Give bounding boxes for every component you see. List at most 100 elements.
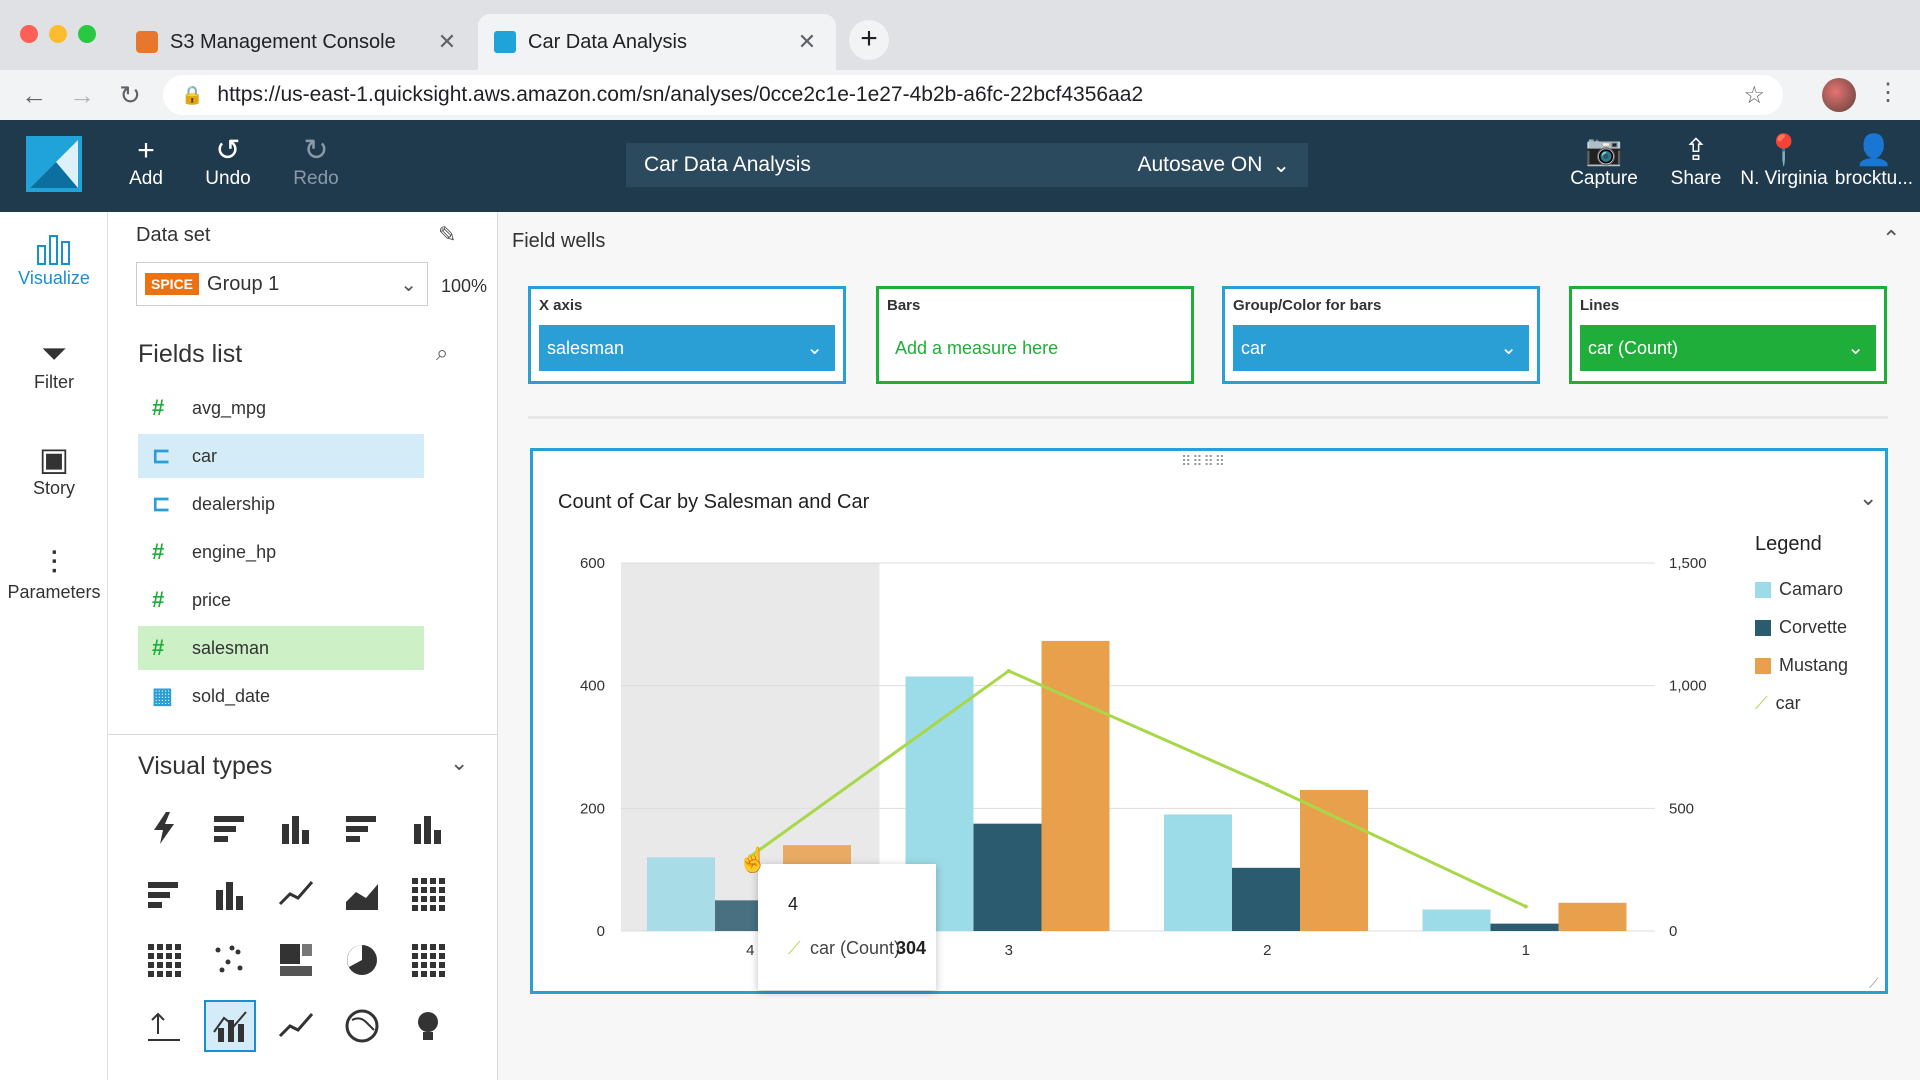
search-icon[interactable]: ⌕ [436, 340, 449, 365]
combo-chart[interactable]: 0 200 400 600 0 500 1,000 1,500 4 3 2 1 [533, 451, 1885, 991]
close-window-button[interactable] [20, 25, 38, 43]
combo-line-icon[interactable] [270, 1000, 322, 1052]
reload-icon[interactable]: ↻ [119, 80, 141, 110]
resize-handle[interactable]: ⟋ [1869, 975, 1879, 991]
geo-map-icon[interactable] [336, 1000, 388, 1052]
horizontal-bar-icon[interactable] [204, 802, 256, 854]
forward-icon[interactable]: → [69, 80, 95, 110]
visual-menu-icon[interactable]: ⌄ [1859, 485, 1878, 510]
y2-tick-label: 500 [1669, 800, 1694, 817]
pivot-table-glyph [412, 878, 445, 911]
address-bar[interactable]: 🔒 https://us-east-1.quicksight.aws.amazo… [163, 75, 1783, 115]
chevron-down-icon[interactable]: ⌄ [1272, 153, 1290, 177]
combo-chart-icon[interactable] [204, 1000, 256, 1052]
field-label: car [192, 445, 218, 466]
new-tab-button[interactable]: + [849, 20, 889, 60]
clustered-vertical-bar-icon[interactable] [402, 802, 454, 854]
undo-button[interactable]: ↺ Undo [200, 134, 256, 190]
legend-item-mustang[interactable]: Mustang [1755, 655, 1848, 676]
close-icon[interactable]: ✕ [797, 29, 817, 54]
autosave-toggle[interactable]: Autosave ON [1137, 153, 1263, 176]
field-price[interactable]: # price [138, 578, 424, 622]
geo-map-glyph [345, 1009, 379, 1043]
scatter-plot-glyph [215, 945, 243, 973]
close-icon[interactable]: ✕ [437, 29, 457, 54]
clustered-horizontal-bar-icon[interactable] [336, 802, 388, 854]
field-avg-mpg[interactable]: # avg_mpg [138, 386, 424, 430]
well-x-axis[interactable]: X axis salesman ⌄ [528, 286, 846, 384]
capture-button[interactable]: 📷 Capture [1566, 134, 1642, 190]
rail-parameters[interactable]: ⫶ Parameters [0, 544, 108, 603]
drag-handle[interactable]: ⠿⠿⠿⠿ [1181, 453, 1227, 469]
redo-button[interactable]: ↻ Redo [288, 134, 344, 190]
url-text: https://us-east-1.quicksight.aws.amazon.… [217, 83, 1144, 106]
group-field-pill[interactable]: car ⌄ [1233, 325, 1529, 371]
region-button[interactable]: 📍 N. Virginia [1740, 134, 1828, 190]
collapse-wells-icon[interactable]: ⌃ [1882, 226, 1901, 251]
well-label: Bars [887, 297, 921, 314]
chevron-down-icon[interactable]: ⌄ [806, 337, 823, 359]
kpi-icon[interactable] [138, 1000, 190, 1052]
dataset-select[interactable]: SPICE Group 1 ⌄ [136, 262, 428, 306]
back-icon[interactable]: ← [21, 80, 47, 110]
browser-menu-icon[interactable]: ⋮ [1876, 79, 1900, 106]
field-sold-date[interactable]: ▦ sold_date [138, 674, 424, 718]
lines-field-pill[interactable]: car (Count) ⌄ [1580, 325, 1876, 371]
line-chart-icon[interactable] [270, 868, 322, 920]
legend-item-camaro[interactable]: Camaro [1755, 579, 1843, 600]
tab-s3-console[interactable]: S3 Management Console ✕ [120, 14, 476, 70]
add-button[interactable]: + Add [118, 134, 174, 190]
bar-camaro-4 [647, 857, 715, 931]
capture-label: Capture [1570, 168, 1638, 189]
analysis-name-bar[interactable]: Car Data Analysis Autosave ON ⌄ [626, 143, 1308, 187]
area-chart-glyph [346, 884, 378, 910]
well-lines[interactable]: Lines car (Count) ⌄ [1569, 286, 1887, 384]
area-chart-icon[interactable] [336, 868, 388, 920]
legend-swatch [1755, 581, 1771, 598]
field-engine-hp[interactable]: # engine_hp [138, 530, 424, 574]
rail-filter[interactable]: ⏷ Filter [0, 334, 108, 393]
user-menu-button[interactable]: 👤 brocktu... [1832, 134, 1916, 190]
insight-icon[interactable] [402, 1000, 454, 1052]
share-button[interactable]: ⇪ Share [1664, 134, 1728, 190]
rail-story[interactable]: ▣ Story [0, 440, 108, 499]
collapse-icon[interactable]: ⌄ [450, 750, 469, 775]
well-bars[interactable]: Bars Add a measure here [876, 286, 1194, 384]
chevron-down-icon[interactable]: ⌄ [1847, 337, 1864, 359]
tree-map-icon[interactable] [270, 934, 322, 986]
x-tick-label: 2 [1263, 942, 1271, 959]
line-icon: ⟋ [788, 938, 801, 958]
bookmark-star-icon[interactable]: ☆ [1743, 81, 1765, 109]
quicksight-logo[interactable] [26, 136, 82, 192]
autograph-icon[interactable] [138, 802, 190, 854]
bar-corvette-2 [1232, 867, 1300, 931]
measure-icon: # [152, 539, 165, 564]
maximize-window-button[interactable] [78, 25, 96, 43]
visual-card[interactable]: ⠿⠿⠿⠿ Count of Car by Salesman and Car ⌄ … [530, 448, 1888, 994]
tab-car-data-analysis[interactable]: Car Data Analysis ✕ [478, 14, 836, 70]
undo-icon: ↺ [215, 134, 241, 167]
chevron-down-icon[interactable]: ⌄ [1500, 337, 1517, 359]
table-icon[interactable] [138, 934, 190, 986]
pivot-table-icon[interactable] [402, 868, 454, 920]
legend-item-corvette[interactable]: Corvette [1755, 617, 1847, 638]
pie-chart-icon[interactable] [336, 934, 388, 986]
well-group-color[interactable]: Group/Color for bars car ⌄ [1222, 286, 1540, 384]
vertical-bar-icon[interactable] [270, 802, 322, 854]
rail-visualize[interactable]: Visualize [0, 230, 108, 289]
profile-avatar[interactable] [1822, 78, 1856, 112]
stacked-horizontal-bar-icon[interactable] [138, 868, 190, 920]
chart-title[interactable]: Count of Car by Salesman and Car [558, 491, 870, 513]
scatter-plot-icon[interactable] [204, 934, 256, 986]
heat-map-icon[interactable] [402, 934, 454, 986]
field-car[interactable]: ⊏ car [138, 434, 424, 478]
edit-pencil-icon[interactable]: ✎ [438, 222, 457, 247]
bars-placeholder[interactable]: Add a measure here [887, 325, 1183, 371]
legend-label: Corvette [1779, 617, 1848, 637]
x-axis-field-pill[interactable]: salesman ⌄ [539, 325, 835, 371]
legend-item-car-line[interactable]: ⟋ car [1755, 693, 1801, 714]
stacked-vertical-bar-icon[interactable] [204, 868, 256, 920]
field-dealership[interactable]: ⊏ dealership [138, 482, 424, 526]
field-salesman[interactable]: # salesman [138, 626, 424, 670]
minimize-window-button[interactable] [49, 25, 67, 43]
